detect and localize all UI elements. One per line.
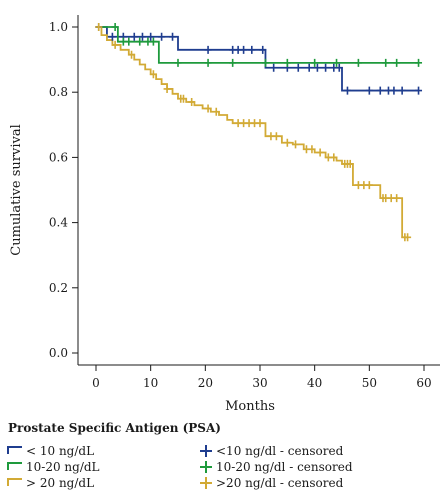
censor-mark: [147, 32, 155, 41]
y-tick-label: 0.6: [49, 150, 68, 164]
censor-mark: [212, 107, 220, 116]
legend-censor-icon: [200, 461, 212, 473]
censor-mark: [158, 32, 166, 41]
censor-mark: [322, 63, 330, 72]
censor-mark: [393, 58, 401, 67]
censor-mark: [111, 40, 119, 49]
censor-mark: [313, 63, 321, 72]
censor-mark: [343, 86, 351, 95]
series-line-0: [96, 26, 419, 92]
censor-mark: [128, 50, 136, 59]
censor-mark: [398, 86, 406, 95]
censor-mark: [138, 32, 146, 41]
censor-mark: [229, 58, 237, 67]
legend-censored-label: >20 ng/dl - censored: [216, 476, 344, 490]
censor-mark: [376, 86, 384, 95]
y-tick-label: 0.2: [49, 281, 68, 295]
legend-label: > 20 ng/dL: [26, 476, 94, 490]
x-tick-label: 40: [307, 376, 322, 390]
y-tick-label: 0.0: [49, 346, 68, 360]
censor-mark: [204, 58, 212, 67]
censor-mark: [365, 181, 373, 190]
censor-mark: [149, 37, 157, 46]
censor-mark: [390, 86, 398, 95]
legend-step-icon: [7, 462, 22, 470]
censor-mark: [308, 145, 316, 154]
censor-mark: [335, 63, 343, 72]
censor-mark: [283, 58, 291, 67]
censor-mark: [169, 32, 177, 41]
censor-mark: [95, 23, 103, 31]
y-tick-label: 1.0: [49, 20, 68, 34]
legend-label: 10-20 ng/dL: [26, 460, 100, 474]
legend-title: Prostate Specific Antigen (PSA): [8, 421, 221, 435]
legend-censored-label: <10 ng/dl - censored: [216, 444, 344, 458]
axes: [77, 15, 440, 366]
x-tick-label: 0: [92, 376, 100, 390]
x-tick-label: 10: [143, 376, 158, 390]
censor-mark: [125, 37, 133, 46]
x-ticks: 0 10 20 30 40 50 60: [92, 365, 432, 390]
censor-mark: [136, 37, 144, 46]
legend-censored-label: 10-20 ng/dl - censored: [216, 460, 353, 474]
censor-mark: [204, 45, 212, 54]
censor-mark: [404, 233, 412, 242]
censor-mark: [130, 32, 138, 41]
y-tick-label: 0.8: [49, 85, 68, 99]
legend-step-icon: [7, 478, 22, 486]
censor-mark: [111, 23, 119, 31]
censor-marks: [95, 23, 423, 242]
censor-mark: [259, 45, 267, 54]
censor-mark: [333, 58, 341, 67]
y-ticks: 0.0 0.2 0.4 0.6 0.8 1.0: [49, 20, 78, 360]
censor-mark: [305, 63, 313, 72]
legend-censor-icon: [200, 477, 212, 489]
censor-mark: [354, 58, 362, 67]
legend: Prostate Specific Antigen (PSA) < 10 ng/…: [7, 421, 353, 490]
series-lines: [96, 26, 419, 239]
censor-mark: [365, 86, 373, 95]
censor-mark: [272, 132, 280, 141]
censor-mark: [240, 45, 248, 54]
censor-mark: [108, 32, 116, 41]
censor-mark: [163, 84, 171, 93]
censor-mark: [294, 63, 302, 72]
censor-mark: [311, 58, 319, 67]
censor-mark: [346, 159, 354, 168]
legend-label: < 10 ng/dL: [26, 444, 94, 458]
legend-censor-icon: [200, 445, 212, 457]
censor-mark: [204, 104, 212, 113]
censor-mark: [330, 153, 338, 162]
censor-mark: [382, 58, 390, 67]
series-line-1: [96, 26, 419, 64]
y-tick-label: 0.4: [49, 216, 68, 230]
censor-mark: [174, 58, 182, 67]
censor-mark: [188, 97, 196, 106]
censor-mark: [149, 70, 157, 79]
x-tick-label: 30: [252, 376, 267, 390]
censor-mark: [415, 86, 423, 95]
series-line-2: [96, 26, 408, 239]
censor-mark: [415, 58, 423, 67]
censor-mark: [248, 45, 256, 54]
censor-mark: [316, 148, 324, 157]
x-tick-label: 20: [198, 376, 213, 390]
censor-mark: [283, 138, 291, 147]
x-tick-label: 50: [362, 376, 377, 390]
censor-mark: [393, 194, 401, 203]
legend-step-icon: [7, 446, 22, 454]
censor-mark: [292, 140, 300, 149]
y-axis-title: Cumulative survival: [9, 124, 24, 256]
x-axis-title: Months: [225, 399, 275, 414]
censor-mark: [261, 58, 269, 67]
censor-mark: [270, 63, 278, 72]
censor-mark: [179, 94, 187, 103]
x-tick-label: 60: [416, 376, 431, 390]
censor-mark: [256, 119, 264, 128]
